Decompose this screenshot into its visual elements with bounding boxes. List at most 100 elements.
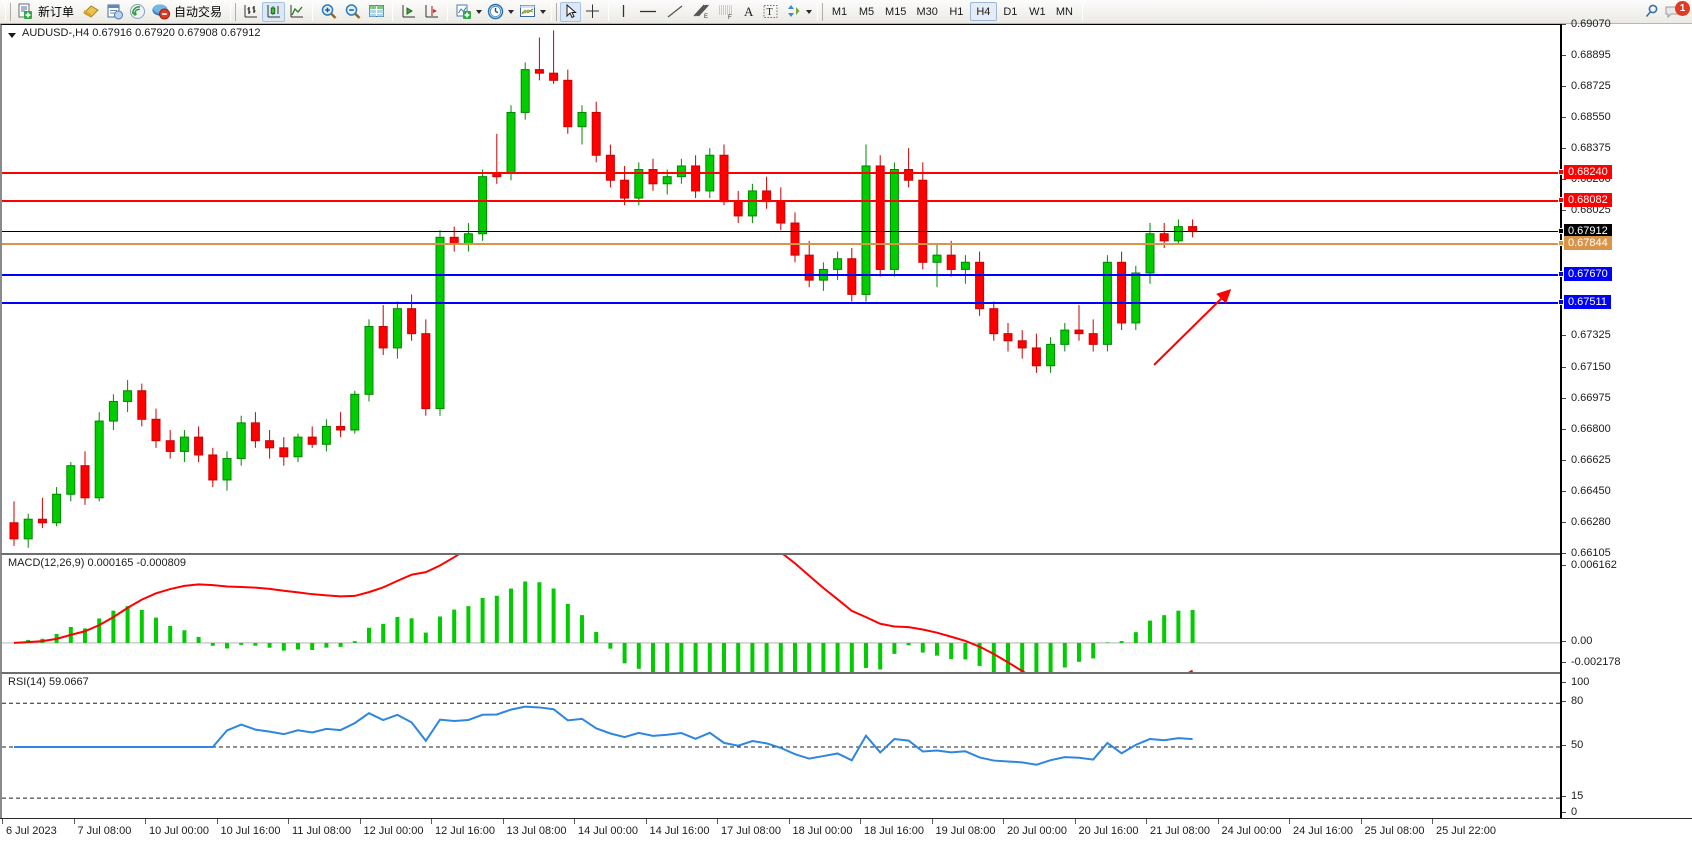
timeframe-h1[interactable]: H1 (949, 5, 964, 18)
horizontal-line-button[interactable] (634, 2, 662, 22)
timeframe-w1[interactable]: W1 (1029, 5, 1046, 18)
price-tag-handle[interactable] (1558, 197, 1564, 204)
last-price-line (2, 230, 1560, 232)
rsi-pane[interactable]: RSI(14) 59.0667 (0, 672, 1560, 818)
time-label: 19 Jul 08:00 (935, 825, 996, 837)
price-tag-pivot-line[interactable]: 0.67844 (1564, 235, 1612, 250)
autotrading-button[interactable]: 自动交易 (149, 2, 227, 22)
cursor-button[interactable] (560, 1, 582, 22)
time-label: 7 Jul 08:00 (77, 825, 132, 837)
price-axis[interactable]: 0.69070 0.68895 0.68725 0.68550 0.68375 0.682… (1558, 18, 1692, 818)
equidistant-channel-button[interactable]: F (713, 2, 738, 22)
timeframe-m30[interactable]: M30 (916, 5, 938, 18)
timeframe-h4[interactable]: H4 (969, 2, 997, 21)
expert-advisor-button[interactable] (79, 2, 103, 22)
price-tag-support-line[interactable]: 0.67670 (1564, 266, 1612, 281)
time-tick (1146, 819, 1147, 824)
toolbar-grip[interactable] (5, 2, 11, 21)
indicators-button[interactable] (452, 2, 475, 22)
indicators-dropdown-caret[interactable] (476, 9, 483, 14)
line-chart-icon (290, 5, 304, 18)
trendline-button[interactable] (662, 2, 688, 22)
toolbar-grip-4[interactable] (817, 2, 824, 21)
templates-button[interactable] (516, 2, 539, 22)
toolbar-separator-4 (608, 2, 610, 21)
toolbar-grip-2[interactable] (230, 2, 237, 21)
arrows-button[interactable] (782, 2, 805, 22)
candlestick-chart-button[interactable] (262, 1, 286, 22)
price-tag-resistance-line[interactable]: 0.68082 (1564, 193, 1612, 208)
text-box-icon: T (763, 5, 778, 18)
crosshair-button[interactable] (581, 2, 604, 22)
price-pane[interactable]: AUDUSD-,H4 0.67916 0.67920 0.67908 0.679… (0, 24, 1560, 553)
zoom-in-button[interactable] (317, 2, 341, 22)
bar-chart-button[interactable] (239, 2, 262, 22)
search-button[interactable] (1640, 2, 1664, 22)
zoom-out-button[interactable] (341, 2, 365, 22)
period-dropdown-caret[interactable] (508, 9, 515, 14)
new-order-button[interactable]: 新订单 (14, 2, 79, 22)
time-axis[interactable]: 6 Jul 2023 7 Jul 08:00 10 Jul 00:00 10 Jul … (0, 818, 1692, 850)
symbol-dropdown-caret[interactable] (8, 33, 16, 38)
new-order-icon (18, 3, 32, 19)
price-tick: 0.66450 (1562, 485, 1611, 497)
vertical-line-button[interactable] (613, 2, 634, 22)
price-tag-handle[interactable] (1558, 169, 1564, 176)
alerts-button[interactable]: 1 (1664, 0, 1690, 22)
trendline-icon (667, 5, 683, 18)
toolbar-grip-3[interactable] (551, 2, 558, 21)
price-tag-last-price[interactable]: 0.67912 (1564, 223, 1612, 238)
time-tick (717, 819, 718, 824)
time-label: 18 Jul 00:00 (792, 825, 853, 837)
time-label: 24 Jul 00:00 (1221, 825, 1282, 837)
timeframe-m15[interactable]: M15 (885, 5, 907, 18)
data-window-button[interactable] (103, 2, 126, 22)
grid-button[interactable] (365, 2, 388, 22)
text-label-button[interactable]: A (738, 2, 759, 22)
time-label: 17 Jul 08:00 (721, 825, 781, 837)
support-line-67670[interactable] (2, 273, 1560, 276)
timeframe-d1[interactable]: D1 (1003, 5, 1018, 18)
price-tag-handle[interactable] (1558, 227, 1564, 234)
price-tag-handle[interactable] (1558, 239, 1564, 246)
price-tick: 0.67150 (1562, 361, 1611, 373)
signals-button[interactable] (126, 2, 149, 22)
period-button[interactable] (484, 2, 507, 22)
resistance-line-68240[interactable] (2, 172, 1560, 175)
time-label: 25 Jul 08:00 (1364, 825, 1425, 837)
time-tick (1217, 819, 1219, 824)
time-tick (931, 819, 933, 824)
templates-dropdown-caret[interactable] (540, 9, 547, 14)
price-tick: 0.67325 (1562, 329, 1611, 341)
chart-shift-button[interactable] (397, 2, 420, 22)
chart-canvas[interactable]: AUDUSD-,H4 0.67916 0.67920 0.67908 0.679… (0, 18, 1692, 850)
time-tick (1432, 819, 1433, 824)
templates-icon (520, 5, 536, 17)
fibonacci-button[interactable]: E (688, 2, 713, 22)
timeframe-m1[interactable]: M1 (831, 5, 848, 18)
price-tag-handle[interactable] (1558, 299, 1564, 306)
price-tag-resistance-line[interactable]: 0.68240 (1564, 165, 1612, 180)
text-box-button[interactable]: T (759, 2, 782, 22)
timeframe-m5[interactable]: M5 (858, 5, 875, 18)
pivot-line-67844[interactable] (2, 242, 1560, 245)
macd-tick-max: 0.006162 (1562, 559, 1617, 571)
price-tick: 0.66975 (1562, 392, 1611, 404)
bar-chart-icon (244, 5, 258, 18)
rsi-tick-80: 80 (1562, 695, 1583, 707)
price-tag-handle[interactable] (1558, 270, 1564, 277)
resistance-line-68082[interactable] (2, 200, 1560, 203)
bullish-arrow-annotation[interactable] (2, 25, 1560, 553)
price-tick: 0.66625 (1562, 454, 1611, 466)
equidistant-channel-icon: F (719, 5, 733, 20)
line-chart-button[interactable] (285, 2, 308, 22)
price-tag-support-line[interactable]: 0.67511 (1564, 295, 1611, 310)
macd-pane[interactable]: MACD(12,26,9) 0.000165 -0.000809 (0, 553, 1560, 672)
timeframe-mn[interactable]: MN (1055, 5, 1073, 18)
auto-scroll-button[interactable] (420, 2, 443, 22)
arrows-dropdown-caret[interactable] (806, 9, 813, 14)
support-line-67511[interactable] (2, 302, 1560, 305)
time-label: 14 Jul 00:00 (578, 825, 638, 837)
time-label: 10 Jul 16:00 (220, 825, 281, 837)
autotrading-icon (152, 4, 171, 20)
